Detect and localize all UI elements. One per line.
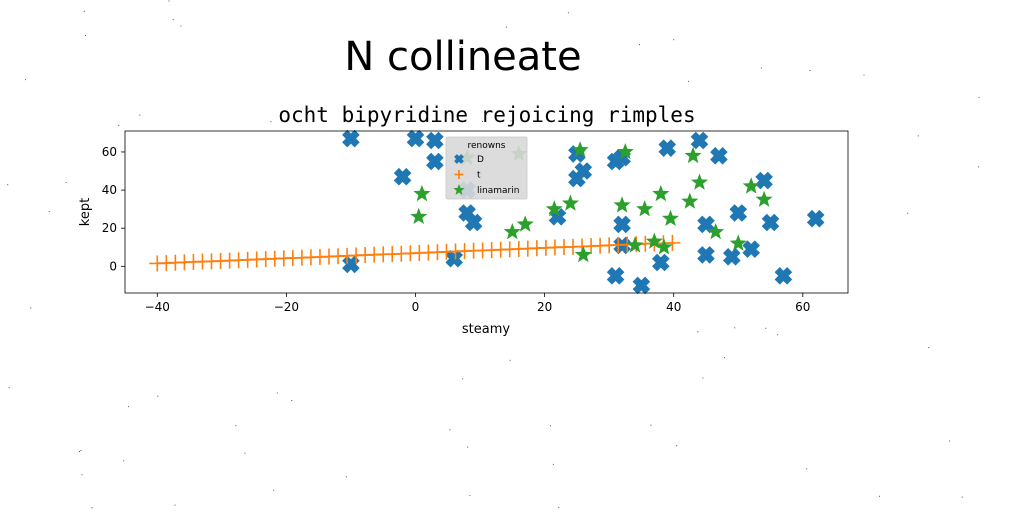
speckle-dot [806,468,807,469]
speckle-dot [66,182,67,183]
speckle-dot [553,464,554,465]
legend-label-t: t [477,171,481,181]
speckle-dot [469,495,470,496]
speckle-dot [650,425,651,426]
x-tick-label: −20 [274,300,299,314]
speckle-dot [123,460,124,461]
speckle-dot [907,213,908,214]
x-tick-label: −40 [145,300,170,314]
speckle-dot [9,387,10,388]
y-tick-label: 20 [102,221,117,235]
chart-title: ocht bipyridine rejoicing rimples [278,103,695,127]
speckle-dot [810,70,811,71]
speckle-dot [346,476,347,477]
speckle-dot [879,496,880,497]
speckle-dot [978,166,979,167]
chart-suptitle: N collineate [344,34,581,80]
speckle-dot [673,39,674,40]
speckle-dot [273,490,274,491]
x-axis-label: steamy [462,322,510,337]
speckle-dot [979,97,980,98]
speckle-dot [510,360,511,361]
speckle-dot [139,115,140,116]
speckle-dot [25,79,26,80]
speckle-dot [697,331,698,332]
x-tick-label: 20 [537,300,552,314]
speckle-dot [30,307,31,308]
legend-label-linamarin: linamarin [477,186,519,196]
speckle-dot [724,357,725,358]
y-axis-label: kept [78,198,93,226]
y-tick-label: 40 [102,183,117,197]
speckle-dot [169,1,170,2]
speckle-dot [84,11,85,12]
speckle-dot [85,35,86,36]
speckle-dot [92,507,93,508]
speckle-dot [79,451,80,452]
speckle-dot [688,81,689,82]
x-tick-label: 0 [412,300,420,314]
speckle-dot [173,19,174,20]
speckle-dot [734,327,735,328]
speckle-dot [235,425,236,426]
speckle-dot [568,12,569,13]
y-tick-label: 0 [109,259,117,273]
speckle-dot [157,396,158,397]
speckle-dot [928,347,929,348]
speckle-dot [962,497,963,498]
legend: renowns Dt linamarin [446,137,527,199]
speckle-dot [864,75,865,76]
x-tick-label: 60 [795,300,810,314]
y-tick-label: 60 [102,145,117,159]
speckle-dot [702,378,703,379]
speckle-dot [49,211,50,212]
speckle-dot [180,26,181,27]
speckle-dot [918,135,919,136]
speckle-dot [82,474,83,475]
speckle-dot [949,441,950,442]
speckle-dot [765,328,766,329]
speckle-dot [80,450,81,451]
x-tick-label: 40 [666,300,681,314]
speckle-dot [467,447,468,448]
speckle-dot [128,406,129,407]
speckle-dot [277,393,278,394]
speckle-dot [777,334,778,335]
legend-title: renowns [467,141,505,151]
speckle-dot [761,68,762,69]
speckle-dot [291,400,292,401]
speckle-dot [639,44,640,45]
speckle-dot [676,445,677,446]
speckle-dot [558,507,559,508]
speckle-dot [462,378,463,379]
speckle-dot [175,505,176,506]
speckle-dot [118,125,119,126]
speckle-dot [7,184,8,185]
speckle-dot [270,121,271,122]
speckle-dot [244,453,245,454]
speckle-dot [550,425,551,426]
speckle-dot [506,27,507,28]
legend-label-D: D [477,155,484,165]
speckle-dot [449,429,450,430]
